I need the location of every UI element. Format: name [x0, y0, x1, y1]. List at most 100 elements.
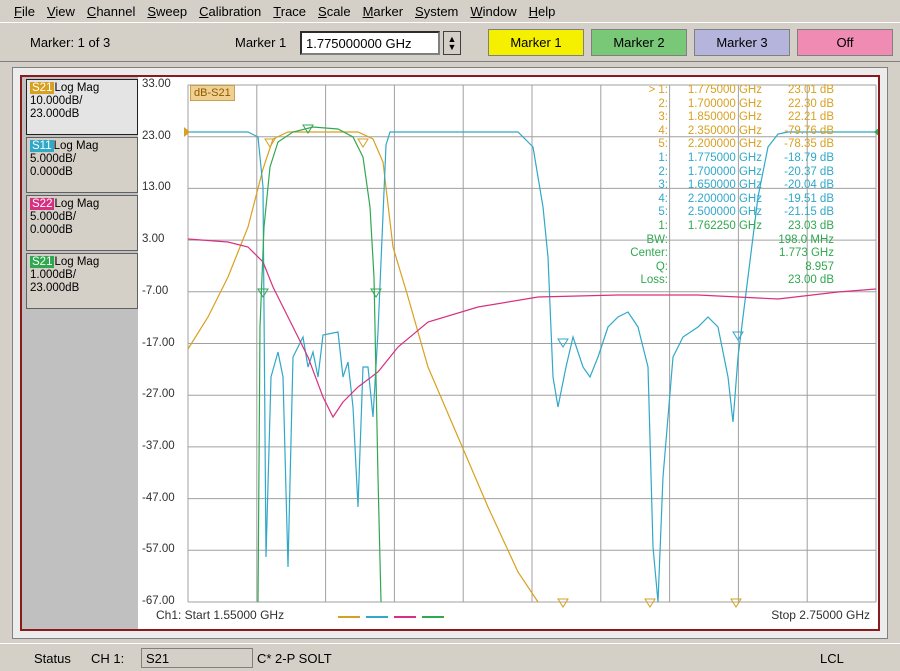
marker-row: 2: 1.700000 GHz -20.37 dB [628, 166, 834, 180]
active-trace-title: dB-S21 [190, 85, 235, 101]
marker-frequency-input[interactable]: 1.775000000 GHz [300, 31, 440, 55]
marker-val: -78.35 dB [784, 138, 834, 151]
status-bar: Status CH 1: S21 C* 2-P SOLT LCL [0, 643, 900, 671]
marker-row: 2: 1.700000 GHz 22.30 dB [628, 98, 834, 112]
frequency-stepper[interactable]: ▲ ▼ [443, 31, 461, 55]
s11-trace [188, 131, 876, 603]
y-tick-label: -7.00 [142, 284, 169, 297]
menu-channel[interactable]: Channel [86, 3, 136, 19]
marker-id: 4: [658, 124, 668, 137]
trace-format: Log Mag [53, 140, 99, 152]
marker-row: 5: 2.500000 GHz -21.15 dB [628, 206, 834, 220]
marker-1-button[interactable]: Marker 1 [488, 29, 584, 56]
status-active-trace[interactable]: S21 [141, 648, 253, 668]
marker-off-button[interactable]: Off [797, 29, 893, 56]
menu-trace[interactable]: Trace [273, 3, 307, 19]
status-lcl: LCL [820, 651, 844, 666]
trace-scale: 5.000dB/ [30, 211, 77, 223]
marker-select-label: Marker 1 [235, 35, 287, 50]
marker-freq [668, 247, 762, 261]
marker-freq [668, 261, 762, 275]
trace-box-s22[interactable]: S22 Log Mag 5.000dB/ 0.000dB [26, 195, 138, 251]
status-label: Status [34, 651, 71, 666]
y-tick-label: -67.00 [142, 595, 175, 607]
menu-marker[interactable]: Marker [362, 3, 404, 19]
marker-row: Q: 8.957 [628, 261, 834, 275]
marker-triangle-icon [557, 338, 569, 348]
marker-freq: 1.850000 GHz [687, 111, 762, 124]
status-channel: CH 1: [91, 651, 125, 666]
menu-view[interactable]: View [46, 3, 75, 19]
marker-row: BW: 198.0 MHz [628, 234, 834, 248]
y-tick-label: -37.00 [142, 439, 175, 452]
marker-freq: 1.650000 GHz [687, 179, 762, 192]
marker-freq: 1.775000 GHz [687, 84, 762, 96]
marker-val: 8.957 [805, 260, 834, 273]
marker-freq: 2.200000 GHz [687, 192, 762, 205]
menu-calibration[interactable]: Calibration [199, 3, 262, 19]
marker-id: 4: [658, 192, 668, 205]
marker-id: 2: [658, 97, 668, 110]
trace-name: S21 [30, 82, 55, 94]
marker-id: 5: [658, 206, 668, 219]
menu-sweep[interactable]: Sweep [147, 3, 188, 19]
trace-format: Log Mag [54, 256, 100, 268]
y-tick-label: 33.00 [142, 78, 171, 90]
marker-id: Q: [655, 260, 668, 273]
marker-id: Loss: [640, 274, 669, 287]
y-tick-label: -57.00 [142, 543, 175, 556]
menu-window[interactable]: Window [470, 3, 517, 19]
y-tick-label: -17.00 [142, 336, 175, 349]
marker-id: Center: [630, 247, 668, 260]
marker-freq: 2.350000 GHz [687, 124, 762, 137]
marker-row: 4: 2.350000 GHz -79.76 dB [628, 125, 834, 139]
marker-row: 1: 1.762250 GHz 23.03 dB [628, 220, 834, 234]
menu-file[interactable]: File [14, 3, 35, 19]
menu-system[interactable]: System [415, 3, 459, 19]
trace-scale: 1.000dB/ [30, 269, 77, 281]
ref-arrow-right-icon [874, 128, 878, 136]
trace-box-s21-log[interactable]: S21 Log Mag 10.000dB/ 23.000dB [26, 79, 138, 135]
marker-row: 5: 2.200000 GHz -78.35 dB [628, 138, 834, 152]
marker-id: 2: [658, 165, 668, 178]
y-tick-label: -27.00 [142, 388, 175, 401]
start-frequency-label: Ch1: Start 1.55000 GHz [156, 608, 285, 622]
status-calibration: C* 2-P SOLT [257, 651, 332, 666]
marker-id: 1: [658, 219, 668, 232]
trace-ref: 0.000dB [30, 224, 73, 236]
marker-freq: 2.500000 GHz [687, 206, 762, 219]
ref-arrow-left-icon [184, 127, 190, 137]
s22-trace [187, 238, 877, 419]
marker-row: Center: 1.773 GHz [628, 247, 834, 261]
trace-sidebar: S21 Log Mag 10.000dB/ 23.000dB S11 Log Mag… [22, 77, 138, 629]
marker-val: -79.76 dB [784, 124, 834, 137]
marker-val: 1.773 GHz [779, 247, 834, 260]
trace-box-s21-fine[interactable]: S21 Log Mag 1.000dB/ 23.000dB [26, 253, 138, 309]
menu-help[interactable]: Help [528, 3, 556, 19]
marker-id: > 1: [648, 84, 668, 96]
marker-triangle-icon [257, 288, 269, 298]
trace-ref: 23.000dB [30, 108, 80, 120]
marker-triangle-icon [264, 138, 276, 148]
stepper-up-icon[interactable]: ▲ [447, 34, 457, 44]
marker-freq: 1.700000 GHz [687, 165, 762, 178]
trace-box-s11[interactable]: S11 Log Mag 5.000dB/ 0.000dB [26, 137, 138, 193]
marker-row: 1: 1.775000 GHz -18.79 dB [628, 152, 834, 166]
marker-id: 5: [658, 138, 668, 151]
marker-val: -19.51 dB [784, 192, 834, 205]
marker-val: -20.37 dB [784, 165, 834, 178]
marker-row: > 1: 1.775000 GHz 23.01 dB [628, 84, 834, 98]
marker-row: 3: 1.650000 GHz -20.04 dB [628, 179, 834, 193]
marker-id: BW: [646, 233, 668, 246]
measurement-plot[interactable]: 33.00 23.00 13.00 3.00 -7.00 -17.00 -27.00 -37.… [138, 77, 878, 629]
marker-triangle-icon [732, 331, 744, 341]
stepper-down-icon[interactable]: ▼ [447, 42, 457, 52]
menu-scale[interactable]: Scale [318, 3, 351, 19]
marker-id: 1: [658, 151, 668, 164]
marker-2-button[interactable]: Marker 2 [591, 29, 687, 56]
trace-ref: 23.000dB [30, 282, 80, 294]
stop-frequency-label: Stop 2.75000 GHz [771, 608, 870, 622]
marker-val: -21.15 dB [784, 206, 834, 219]
trace-format: Log Mag [54, 82, 100, 94]
marker-3-button[interactable]: Marker 3 [694, 29, 790, 56]
